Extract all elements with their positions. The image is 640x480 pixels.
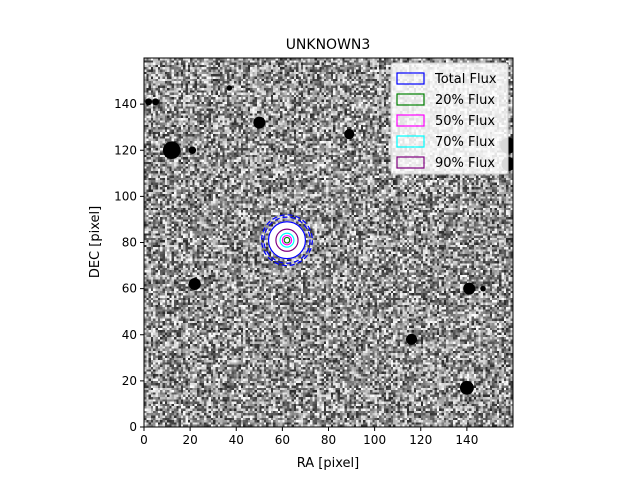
x-tick-label: 120 [409, 433, 432, 447]
aperture-90-flux [275, 228, 299, 252]
y-tick-label: 100 [114, 189, 137, 203]
legend-box [390, 62, 509, 175]
x-tick-label: 40 [229, 433, 244, 447]
y-tick-label: 60 [122, 282, 137, 296]
legend-swatch [396, 72, 425, 85]
y-axis-label: DEC [pixel] [88, 206, 103, 278]
y-axis-ticks: 0 20 40 60 80 100 120 140 [114, 97, 144, 434]
masked-source [480, 285, 486, 292]
legend-swatch [396, 93, 425, 106]
masked-source [253, 116, 266, 129]
legend: Total Flux 20% Flux 50% Flux 70% Flux 90% Fl… [390, 62, 509, 175]
y-tick-label: 140 [114, 97, 137, 111]
y-tick-label: 20 [122, 374, 137, 388]
x-axis-label: RA [pixel] [297, 456, 359, 471]
masked-source [145, 98, 153, 106]
chart-title: UNKNOWN3 [286, 37, 371, 53]
x-tick-label: 0 [140, 433, 148, 447]
apertures [261, 214, 313, 267]
y-tick-label: 120 [114, 143, 137, 157]
masked-source [162, 141, 181, 160]
masked-source [152, 98, 159, 106]
y-tick-label: 80 [122, 236, 137, 250]
x-axis-ticks: 0 20 40 60 80 100 120 140 [140, 427, 478, 447]
legend-swatch [396, 156, 425, 169]
aperture-total-flux [267, 221, 307, 260]
y-tick-label: 40 [122, 328, 137, 342]
masked-source [459, 380, 474, 395]
dashed-annulus-ring [263, 216, 311, 264]
masked-source [405, 333, 418, 345]
aperture-70-flux [279, 232, 295, 248]
aperture-fill [267, 221, 307, 260]
x-tick-label: 100 [363, 433, 386, 447]
y-tick-label: 0 [129, 420, 137, 434]
aperture-20-flux [283, 236, 291, 244]
legend-entry: 70% Flux [435, 135, 495, 150]
legend-entry: Total Flux [434, 72, 497, 87]
x-tick-label: 80 [321, 433, 336, 447]
x-tick-label: 20 [182, 433, 197, 447]
legend-entry: 50% Flux [435, 114, 495, 129]
masked-source [226, 85, 233, 91]
masked-source [344, 129, 355, 140]
legend-swatch [396, 135, 425, 148]
aperture-50-flux [281, 234, 293, 246]
legend-swatch [396, 114, 425, 127]
legend-entry: 90% Flux [435, 156, 495, 171]
dashed-annulus-ring [261, 214, 313, 267]
masked-source [463, 282, 476, 295]
x-tick-label: 140 [455, 433, 478, 447]
x-tick-label: 60 [275, 433, 290, 447]
legend-entry: 20% Flux [435, 93, 495, 108]
masked-source [188, 146, 197, 154]
masked-source [188, 278, 201, 291]
